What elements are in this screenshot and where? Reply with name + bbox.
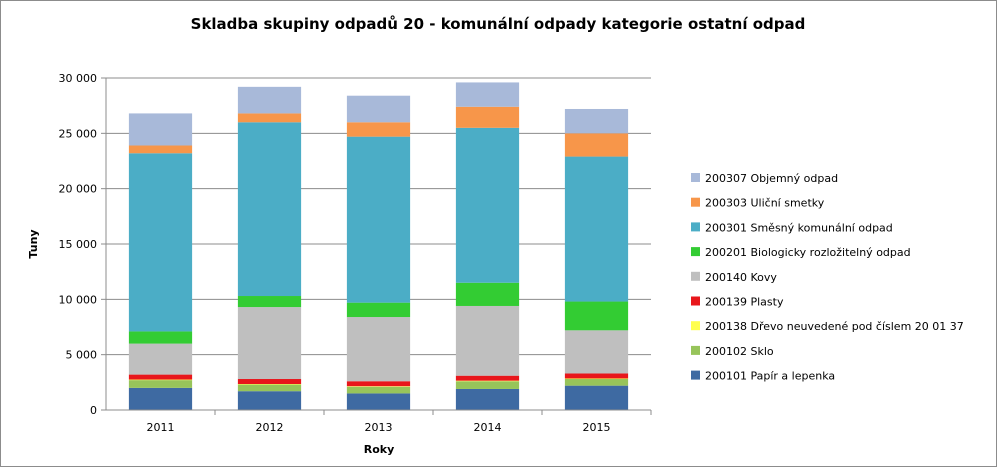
bar-segment	[237, 296, 302, 308]
bar-segment	[128, 153, 193, 332]
bar-segment	[237, 86, 302, 114]
legend-swatch	[691, 247, 700, 257]
bar-segment	[128, 379, 193, 381]
bar-segment	[455, 381, 520, 389]
bar-segment	[564, 379, 629, 386]
bar-layer	[128, 82, 629, 410]
x-axis-title: Roky	[364, 443, 395, 456]
legend-label: 200139 Plasty	[705, 296, 784, 309]
y-tick-label: 25 000	[59, 127, 98, 140]
x-tick-label: 2014	[474, 421, 502, 434]
legend-swatch	[691, 370, 700, 380]
legend-swatch	[691, 222, 700, 232]
bar-segment	[346, 386, 411, 387]
bar-segment	[564, 378, 629, 380]
bar-segment	[346, 381, 411, 387]
bar-segment	[455, 380, 520, 382]
bar-segment	[455, 282, 520, 306]
legend-label: 200140 Kovy	[705, 271, 777, 284]
bar-segment	[564, 301, 629, 331]
bar-segment	[346, 136, 411, 303]
bar-segment	[128, 380, 193, 388]
bar-segment	[237, 122, 302, 297]
y-tick-label: 20 000	[59, 183, 98, 196]
bar-segment	[237, 391, 302, 410]
legend-label: 200201 Biologicky rozložitelný odpad	[705, 246, 911, 259]
bar-segment	[237, 113, 302, 123]
bar-segment	[455, 305, 520, 376]
y-tick-label: 0	[90, 404, 97, 417]
bar-segment	[564, 373, 629, 379]
legend-label: 200301 Směsný komunální odpad	[705, 221, 893, 234]
x-tick-label: 2012	[256, 421, 284, 434]
legend-swatch	[691, 296, 700, 306]
bar-segment	[564, 385, 629, 410]
axis-layer: 0 5 000 10 000 15 000 20 000 25 000 30 000 2011…	[59, 72, 652, 434]
bar-segment	[128, 113, 193, 146]
bar-segment	[237, 307, 302, 380]
y-axis-title: Tuny	[27, 229, 40, 258]
bar-segment	[128, 343, 193, 375]
legend-label: 200307 Objemný odpad	[705, 172, 838, 185]
bar-segment	[128, 374, 193, 380]
legend-swatch	[691, 271, 700, 281]
y-tick-label: 30 000	[59, 72, 98, 85]
bar-segment	[564, 330, 629, 374]
bar-segment	[237, 384, 302, 392]
bar-segment	[455, 388, 520, 410]
bar-segment	[455, 82, 520, 107]
bar-segment	[455, 106, 520, 128]
legend-label: 200138 Dřevo neuvedené pod číslem 20 01 …	[705, 320, 964, 333]
bar-segment	[564, 156, 629, 302]
bar-segment	[564, 133, 629, 157]
bar-segment	[455, 127, 520, 283]
legend-swatch	[691, 321, 700, 331]
x-tick-label: 2011	[147, 421, 175, 434]
bar-segment	[128, 387, 193, 410]
x-tick-label: 2013	[365, 421, 393, 434]
bar-segment	[128, 331, 193, 344]
legend-swatch	[691, 197, 700, 207]
y-tick-label: 15 000	[59, 238, 98, 251]
bar-segment	[346, 386, 411, 394]
bar-segment	[346, 317, 411, 382]
bar-segment	[237, 383, 302, 385]
bar-segment	[128, 145, 193, 154]
bar-segment	[346, 122, 411, 137]
legend-label: 200101 Papír a lepenka	[705, 370, 835, 383]
legend-label: 200303 Uliční smetky	[705, 197, 825, 210]
legend-swatch	[691, 173, 700, 182]
y-tick-label: 5 000	[66, 349, 98, 362]
legend-label: 200102 Sklo	[705, 345, 774, 358]
bar-segment	[564, 108, 629, 134]
bar-segment	[346, 302, 411, 318]
x-tick-label: 2015	[583, 421, 611, 434]
y-tick-label: 10 000	[59, 293, 98, 306]
legend: 200307 Objemný odpad 200303 Uliční smetky…	[691, 172, 964, 383]
bar-segment	[237, 379, 302, 384]
bar-segment	[455, 375, 520, 381]
bar-segment	[346, 95, 411, 123]
legend-swatch	[691, 345, 700, 355]
bar-segment	[346, 393, 411, 410]
chart-title: Skladba skupiny odpadů 20 - komunální od…	[191, 15, 806, 33]
